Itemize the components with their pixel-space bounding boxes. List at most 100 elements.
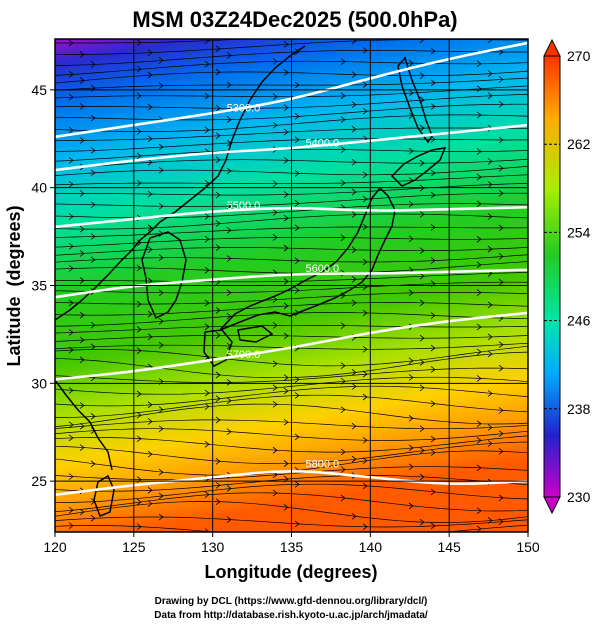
streamline-arrow [147,224,153,232]
streamline-arrow [90,201,96,209]
y-axis-label: Latitude (degrees) [4,205,24,366]
streamline-arrow [419,359,425,366]
streamline-arrow [351,101,357,108]
contour-line [55,205,528,229]
streamline-arrow [90,460,96,468]
streamline-arrow [341,535,345,541]
y-axis-ticks: 25 30 35 40 45 [31,82,55,489]
streamline-arrow [351,275,357,283]
streamline-arrow [351,299,357,307]
streamline-arrow [226,485,232,492]
streamline-arrow [408,463,414,471]
streamline-arrow [340,322,346,329]
streamline-arrow [158,254,164,262]
streamline [55,376,528,395]
streamline [55,501,528,523]
streamline-arrow [408,357,414,365]
streamline [55,428,528,441]
streamline-arrow [226,52,232,59]
streamline-arrow [136,65,142,73]
streamline [55,516,528,528]
streamline-arrow [430,400,436,408]
streamline [55,70,528,84]
streamline-arrow [408,374,414,381]
streamline [55,367,528,383]
streamline [55,466,528,481]
streamline-arrow [79,190,85,197]
streamline-arrow [90,256,96,264]
streamline-arrow [283,69,289,76]
streamline-arrow [68,93,74,101]
china-east-coast [55,379,113,471]
streamline-arrow [158,341,164,349]
streamline-arrow [362,370,368,378]
streamline-arrow [136,92,142,100]
contour-label: 5800.0 [306,458,340,470]
streamline-arrow [294,48,300,56]
asia-coast [55,45,306,321]
y-tick-label: 45 [31,82,47,98]
streamline-arrow [294,433,300,441]
streamline-arrow [362,81,368,89]
streamline [55,385,528,407]
streamline-arrow [79,103,85,110]
streamline [55,138,528,152]
y-tick-label: 25 [31,473,47,489]
streamline [55,483,528,503]
streamline-arrow [294,257,300,265]
streamline-arrow [430,47,436,55]
streamline [55,492,528,513]
streamline-arrow [204,266,210,274]
streamline-arrow [215,481,221,489]
streamline-arrow [294,224,300,232]
streamline-arrow [204,389,210,397]
streamline [55,127,528,141]
streamline-arrow [272,180,278,188]
streamline-arrow [283,278,289,285]
streamline-arrow [476,348,482,356]
streamline-arrow [226,379,232,386]
streamline-arrow [487,424,493,431]
streamline-arrow [487,440,493,447]
streamline-arrow [215,156,221,164]
streamline-arrow [215,220,221,227]
streamline-arrow [487,181,493,188]
streamline-arrow [487,70,493,77]
streamline-arrow [362,195,368,203]
streamline-arrow [362,258,368,266]
japan-hokkaido-coast [390,147,447,187]
streamline-arrow [340,448,346,456]
streamline-arrow [419,447,425,454]
y-tick-label: 30 [31,375,47,391]
streamline-arrow [498,76,504,83]
streamline-arrow [273,534,277,540]
streamline-arrow [283,244,289,252]
streamline-arrow [408,289,414,297]
streamline-arrow [283,302,289,310]
streamline-arrow [419,384,425,392]
wind-streamlines [55,39,528,541]
streamline-arrow [419,210,425,218]
streamline-arrow [340,234,346,241]
streamline-arrow [340,466,346,473]
streamline-arrow [340,116,346,123]
streamline-arrow [68,346,74,354]
streamline-arrow [498,341,504,349]
streamline-arrow [79,422,85,430]
streamline-arrow [351,383,357,390]
streamline-arrow [215,416,221,424]
streamline-arrow [340,362,346,370]
y-tick-label: 35 [31,278,47,294]
streamline [55,213,528,230]
streamline-arrow [362,283,368,291]
streamline-arrow [68,506,74,514]
streamline-arrow [498,136,504,144]
streamline-arrow [68,434,74,442]
streamline-arrow [294,376,300,383]
streamline-arrow [147,401,153,409]
streamline-arrow [226,255,232,262]
streamline-arrow [419,72,425,79]
streamline [55,39,252,44]
colorbar-bottom-arrow [543,496,561,515]
streamline-arrow [351,246,357,254]
